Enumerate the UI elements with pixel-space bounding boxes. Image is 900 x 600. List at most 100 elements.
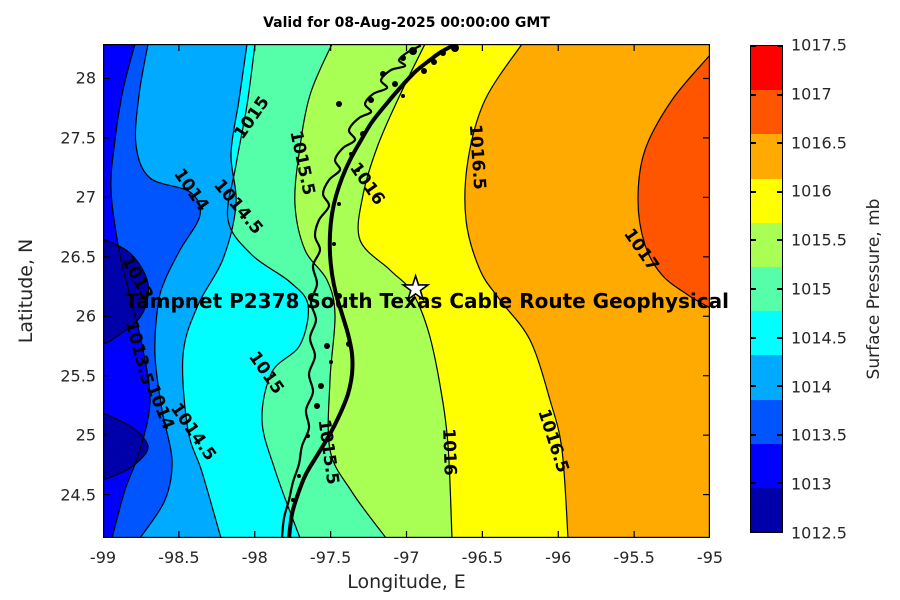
band-1017-1017.5 [638, 55, 710, 308]
coastline-barrier-island [287, 44, 454, 538]
x-tick-label: -95.5 [613, 548, 655, 567]
coastline-islet [360, 131, 366, 137]
coastline-islet [291, 498, 295, 502]
contour-line-c1016_5 [464, 44, 569, 538]
coastline-islet [400, 55, 406, 61]
colorbar-tick-mark [777, 93, 782, 96]
colorbar-tick-mark [777, 336, 782, 339]
colorbar-tick-label: 1015.5 [791, 230, 847, 250]
x-axis-label: Longitude, E [347, 571, 466, 593]
coastline-islet [346, 341, 352, 347]
coastline-islet [314, 403, 320, 409]
colorbar-block [751, 90, 782, 135]
x-tick-label: -98.5 [158, 548, 200, 567]
colorbar-block [751, 311, 782, 356]
colorbar-tick-mark [751, 142, 756, 145]
colorbar-tick-label: 1016 [791, 181, 832, 201]
colorbar-tick-mark [777, 531, 782, 533]
colorbar-tick-label: 1014 [791, 377, 832, 397]
colorbar-tick-mark [777, 482, 782, 485]
plot-area: 1015 1015.5 1014 1014.5 1016 1016.5 1017 1013 10… [103, 44, 710, 538]
coastline-islet [368, 97, 374, 103]
y-tick-label: 25.5 [60, 366, 96, 386]
colorbar-block [751, 266, 782, 312]
colorbar-tick-mark [777, 433, 782, 436]
star-marker [400, 273, 431, 302]
colorbar-tick-label: 1013.5 [791, 425, 847, 445]
y-tick-label: 26 [75, 306, 96, 326]
colorbar-tick-mark [777, 142, 782, 145]
x-tick-label: -99 [89, 548, 117, 567]
colorbar-tick-label: 1013 [791, 474, 832, 494]
coastline-islet [380, 71, 386, 77]
coastline-islet [343, 322, 347, 326]
coastline-islet [324, 343, 330, 349]
contour-line-pocketB [103, 238, 150, 345]
colorbar-block [751, 46, 782, 91]
y-axis-label: Latitude, N [15, 238, 37, 344]
x-tick-label: -96 [545, 548, 572, 567]
colorbar [750, 45, 783, 533]
contour-line-c1017 [637, 54, 710, 309]
colorbar-tick-mark [751, 433, 756, 436]
colorbar-tick-mark [751, 45, 756, 47]
contour-line-c1014 [134, 44, 201, 538]
contour-line-c1015 [226, 44, 309, 538]
coastline-islet [337, 202, 341, 206]
colorbar-block [751, 134, 782, 179]
y-tick-label: 25 [75, 425, 96, 445]
x-tick-label: -97.5 [309, 548, 352, 567]
coastline-mainland [280, 44, 422, 538]
contour-label: 1016 [438, 428, 460, 476]
contour-line-c1015_5 [294, 44, 387, 538]
colorbar-tick-mark [777, 45, 782, 47]
plot-title: Valid for 08-Aug-2025 00:00:00 GMT [263, 15, 550, 31]
band-1012.5-1013 [103, 239, 149, 344]
colorbar-tick-mark [751, 93, 756, 96]
colorbar-tick-mark [777, 385, 782, 388]
band-1012.5-1013 [103, 413, 149, 480]
colorbar-block [751, 222, 782, 267]
contour-line-c1014_5 [181, 44, 248, 538]
coastline-islet [421, 68, 427, 74]
contour-line-pocketC [103, 412, 149, 481]
colorbar-tick-mark [751, 190, 756, 193]
colorbar-tick-label: 1012.5 [791, 523, 847, 543]
cable-route-annotation: Tampnet P2378 South Texas Cable Route Ge… [125, 289, 729, 313]
coastline-islet [440, 50, 446, 56]
coastline-islet [401, 94, 405, 98]
y-tick-label: 27 [75, 187, 96, 207]
coastline-islet [297, 474, 301, 478]
colorbar-tick-label: 1014.5 [791, 328, 847, 348]
contour-line-c1013_5 [110, 44, 151, 538]
coastline-islet [318, 383, 324, 389]
colorbar-block [751, 487, 782, 533]
colorbar-block [751, 355, 782, 400]
contour-line-c1016 [357, 44, 453, 538]
colorbar-tick-label: 1017 [791, 84, 832, 104]
coastline-islet [356, 168, 360, 172]
colorbar-block [751, 178, 782, 223]
colorbar-tick-mark [777, 239, 782, 242]
x-tick-label: -95 [696, 548, 724, 567]
coastline-islet [329, 360, 333, 364]
y-tick-label: 27.5 [60, 128, 96, 148]
x-tick-label: -97 [393, 548, 420, 567]
colorbar-tick-mark [751, 336, 756, 339]
coastline-islet [336, 293, 342, 299]
colorbar-tick-mark [777, 190, 782, 193]
colorbar-tick-mark [751, 385, 756, 388]
colorbar-tick-label: 1015 [791, 279, 832, 299]
coastline-islet [431, 59, 437, 65]
coastline-islet [306, 434, 310, 438]
colorbar-tick-mark [777, 288, 782, 290]
colorbar-tick-label: 1016.5 [791, 133, 847, 153]
x-tick-label: -98 [241, 548, 268, 567]
contour-map-canvas [103, 44, 710, 538]
coastline-islet [336, 101, 342, 107]
coastline-islet [392, 81, 398, 87]
x-tick-label: -96.5 [461, 548, 504, 567]
coastline-islet [409, 47, 417, 55]
colorbar-tick-mark [751, 531, 756, 533]
y-tick-label: 28 [75, 68, 96, 88]
